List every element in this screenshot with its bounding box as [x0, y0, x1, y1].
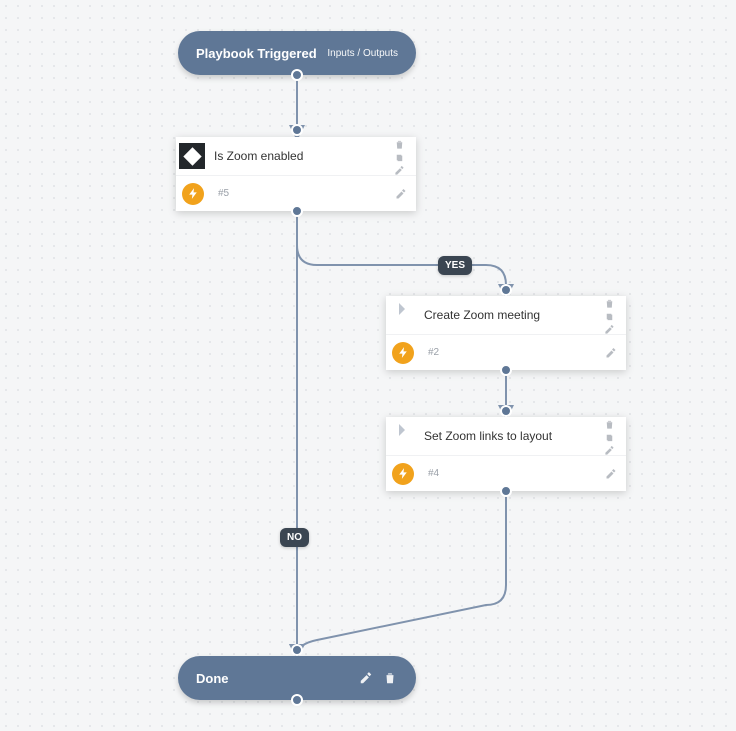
trigger-io-link[interactable]: Inputs / Outputs	[327, 48, 398, 59]
copy-icon[interactable]	[392, 152, 406, 163]
connector-dot[interactable]	[291, 205, 303, 217]
done-title: Done	[196, 671, 350, 686]
inline-edit-icon[interactable]	[604, 467, 618, 481]
bolt-icon	[182, 183, 204, 205]
step-id-label: #5	[218, 188, 229, 199]
step-create-zoom-meeting[interactable]: Create Zoom meeting #2	[386, 296, 626, 370]
bolt-icon	[392, 463, 414, 485]
step-id-label: #4	[428, 468, 439, 479]
connector-dot[interactable]	[291, 124, 303, 136]
edit-icon[interactable]	[602, 324, 616, 335]
edit-icon[interactable]	[358, 670, 374, 686]
connector-dot[interactable]	[500, 284, 512, 296]
connector-dot[interactable]	[291, 69, 303, 81]
task-icon	[386, 417, 418, 443]
step-title: Set Zoom links to layout	[418, 417, 598, 455]
copy-icon[interactable]	[602, 311, 616, 322]
inline-edit-icon[interactable]	[394, 187, 408, 201]
connector-dot[interactable]	[291, 644, 303, 656]
bolt-icon	[392, 342, 414, 364]
branch-label-yes: YES	[438, 256, 472, 275]
step-id-label: #2	[428, 347, 439, 358]
delete-icon[interactable]	[602, 419, 616, 430]
copy-icon[interactable]	[602, 432, 616, 443]
connector-dot[interactable]	[291, 694, 303, 706]
branch-label-no: NO	[280, 528, 309, 547]
connector-dot[interactable]	[500, 485, 512, 497]
connector-dot[interactable]	[500, 364, 512, 376]
connector-dot[interactable]	[500, 405, 512, 417]
delete-icon[interactable]	[392, 139, 406, 150]
condition-icon	[176, 137, 208, 175]
delete-icon[interactable]	[382, 670, 398, 686]
step-title: Is Zoom enabled	[208, 137, 388, 175]
delete-icon[interactable]	[602, 298, 616, 309]
step-set-zoom-links[interactable]: Set Zoom links to layout #4	[386, 417, 626, 491]
inline-edit-icon[interactable]	[604, 346, 618, 360]
trigger-title: Playbook Triggered	[196, 46, 327, 61]
task-icon	[386, 296, 418, 322]
edit-icon[interactable]	[602, 445, 616, 456]
step-title: Create Zoom meeting	[418, 296, 598, 334]
step-is-zoom-enabled[interactable]: Is Zoom enabled #5	[176, 137, 416, 211]
edit-icon[interactable]	[392, 165, 406, 176]
